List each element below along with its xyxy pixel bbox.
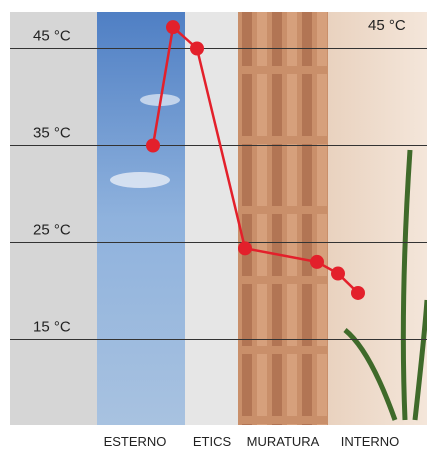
temperature-point bbox=[166, 20, 180, 35]
temperature-point bbox=[238, 241, 252, 256]
grid: 15 °C 25 °C 35 °C 45 °C bbox=[10, 28, 427, 340]
temperature-point bbox=[190, 41, 204, 56]
temperature-point bbox=[146, 138, 160, 153]
layer-label: MURATURA bbox=[247, 434, 320, 449]
temperature-point bbox=[331, 266, 345, 281]
layer-label: ESTERNO bbox=[104, 434, 167, 449]
y-tick-label: 45 °C bbox=[33, 28, 71, 45]
layer-label: INTERNO bbox=[341, 434, 400, 449]
background-layers bbox=[10, 12, 427, 425]
y-tick-label: 25 °C bbox=[33, 222, 71, 239]
y-tick-label: 35 °C bbox=[33, 125, 71, 142]
temperature-point bbox=[351, 285, 365, 300]
plot bbox=[146, 20, 365, 300]
temperature-point bbox=[310, 254, 324, 269]
y-tick-label: 15 °C bbox=[33, 319, 71, 336]
layer-label: ETICS bbox=[193, 434, 232, 449]
annotation: 45 °C bbox=[368, 17, 406, 34]
